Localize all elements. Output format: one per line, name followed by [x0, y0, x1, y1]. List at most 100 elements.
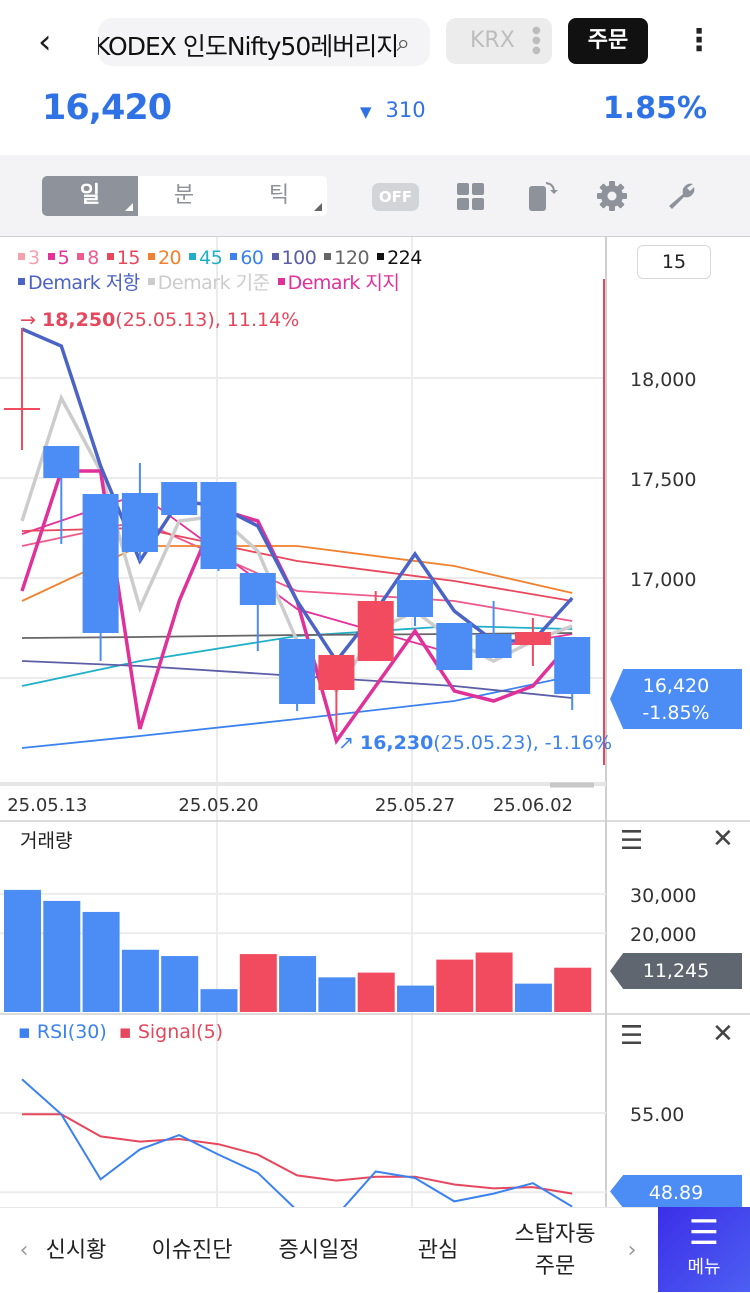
- period-segment: 일 분 틱: [42, 176, 327, 216]
- nav-item[interactable]: 스탑자동 주문: [514, 1221, 596, 1279]
- candle-body: [43, 446, 80, 478]
- period-input[interactable]: 15: [637, 245, 711, 279]
- tab-minute[interactable]: 분: [136, 176, 232, 216]
- nav-item[interactable]: 증시일정: [278, 1237, 360, 1263]
- ma-legend-item[interactable]: 45: [189, 247, 223, 269]
- rotate-icon[interactable]: [526, 180, 558, 212]
- gear-icon[interactable]: [596, 180, 628, 212]
- bottom-nav: ‹ 신시황 이슈진단 증시일정 관심 스탑자동 주문 ›: [0, 1207, 750, 1292]
- volume-bar: [397, 985, 434, 1012]
- exchange-selector[interactable]: KRX ● ● ●: [446, 18, 552, 64]
- tab-day[interactable]: 일: [42, 176, 138, 216]
- ma-line-60: [21, 675, 573, 749]
- nav-item[interactable]: 관심: [417, 1237, 459, 1263]
- header: ‹ KODEX 인도Nifty50레버리지 ⌕ KRX ● ● ● 주문 ⋮: [0, 0, 750, 84]
- volume-tick-label: 20,000: [630, 924, 696, 946]
- candle-body: [161, 482, 198, 515]
- volume-bar: [554, 967, 592, 1012]
- volume-bar: [279, 956, 317, 1012]
- chart-area[interactable]: 18,000 17,500 17,000 25.05.13 25.05.20 25.05.…: [0, 236, 750, 1209]
- candle-body: [239, 573, 276, 605]
- ma-legend: 3 5 8 15 20 45 60 100 120 224: [18, 246, 430, 271]
- y-tick-label: 18,000: [630, 369, 696, 391]
- nav-prev-icon[interactable]: ‹: [19, 1237, 29, 1263]
- menu-button[interactable]: ☰ 메뉴: [658, 1207, 750, 1292]
- stock-name: KODEX 인도Nifty50레버리지: [98, 32, 399, 61]
- more-dots-icon: ● ● ●: [532, 25, 541, 56]
- current-price: 16,420: [42, 88, 172, 128]
- volume-tick-label: 30,000: [630, 885, 696, 907]
- demark-legend-item[interactable]: Demark 지지: [277, 272, 400, 294]
- rsi-tick-label: 55.00: [630, 1104, 684, 1126]
- volume-bar: [161, 956, 199, 1012]
- tab-label: 분: [173, 183, 195, 208]
- menu-label: 메뉴: [687, 1257, 721, 1278]
- ma-legend-item[interactable]: 224: [377, 247, 422, 269]
- ma-legend-item[interactable]: 15: [106, 247, 140, 269]
- candle-body: [82, 494, 119, 633]
- high-annotation: → 18,250(25.05.13), 11.14%: [20, 309, 300, 331]
- nav-item[interactable]: 이슈진단: [151, 1237, 233, 1263]
- volume-bar: [43, 900, 81, 1012]
- volume-bar: [318, 977, 356, 1012]
- candle-body: [357, 601, 394, 661]
- high-detail: (25.05.13), 11.14%: [115, 309, 300, 331]
- candle-body: [318, 655, 355, 690]
- signal-legend-item: ▪ Signal(5): [118, 1021, 224, 1043]
- x-tick-label: 25.05.20: [178, 795, 258, 816]
- candle-body: [200, 482, 237, 569]
- rsi-tag: 48.89: [610, 1175, 742, 1208]
- rsi-name: RSI(30): [36, 1021, 107, 1043]
- rsi-series-line: [22, 1113, 573, 1195]
- candle-body: [554, 637, 591, 694]
- volume-title: 거래량: [20, 830, 73, 852]
- chart-legend: 3 5 8 15 20 45 60 100 120 224 Demark 저항 Demark 기준 D…: [18, 246, 430, 296]
- chart-canvas[interactable]: 18,000 17,500 17,000 25.05.13 25.05.20 25.05.…: [0, 237, 750, 1209]
- tab-label: 틱: [268, 183, 290, 208]
- hamburger-icon[interactable]: ☰: [620, 826, 644, 856]
- ma-legend-item[interactable]: 5: [47, 247, 70, 269]
- ma-legend-item[interactable]: 20: [147, 247, 182, 269]
- y-tick-label: 17,000: [630, 569, 696, 591]
- ma-legend-item[interactable]: 100: [271, 247, 317, 269]
- demark-legend-item[interactable]: Demark 저항: [18, 272, 140, 294]
- hamburger-icon[interactable]: ☰: [620, 1021, 644, 1051]
- search-icon[interactable]: ⌕: [396, 29, 410, 57]
- demark-legend: Demark 저항 Demark 기준 Demark 지지: [18, 271, 430, 296]
- tag-price: 16,420: [642, 675, 710, 697]
- nav-item[interactable]: 신시황: [45, 1237, 107, 1263]
- nav-next-icon[interactable]: ›: [627, 1237, 637, 1263]
- ma-legend-item[interactable]: 120: [324, 247, 370, 269]
- ma-legend-item[interactable]: 8: [77, 247, 99, 269]
- toggle-off[interactable]: OFF: [372, 183, 419, 211]
- close-icon[interactable]: ✕: [712, 1019, 734, 1049]
- chevron-left-icon[interactable]: ‹: [38, 22, 52, 62]
- ma-legend-item[interactable]: 60: [230, 247, 264, 269]
- ma-legend-item[interactable]: 3: [18, 247, 40, 269]
- tag-pct: -1.85%: [642, 702, 710, 724]
- tab-tick[interactable]: 틱: [231, 176, 327, 216]
- low-annotation: ↗ 16,230(25.05.23), -1.16%: [338, 732, 613, 754]
- x-tick-label: 25.05.27: [375, 795, 455, 816]
- change-percent: 1.85%: [602, 91, 707, 126]
- volume-bar: [121, 949, 159, 1012]
- demark-legend-item[interactable]: Demark 기준: [147, 272, 270, 294]
- rsi-series-line: [21, 1078, 573, 1208]
- candle-body: [475, 634, 512, 658]
- candle-body: [279, 639, 316, 704]
- order-button[interactable]: 주문: [568, 18, 648, 64]
- candle-body: [121, 493, 158, 552]
- low-value: 16,230: [359, 732, 434, 754]
- close-icon[interactable]: ✕: [712, 824, 734, 854]
- high-value: 18,250: [41, 309, 116, 331]
- volume-bar: [475, 952, 513, 1012]
- volume-tag: 11,245: [610, 953, 742, 989]
- wrench-icon[interactable]: [666, 180, 698, 212]
- search-input[interactable]: KODEX 인도Nifty50레버리지 ⌕: [98, 18, 430, 66]
- tab-label: 일: [79, 183, 101, 208]
- kebab-icon[interactable]: ⋮: [684, 23, 714, 58]
- hamburger-icon: ☰: [688, 1213, 720, 1253]
- price-change: ▼ 310: [360, 98, 426, 122]
- rsi-legend: ▪ RSI(30) ▪ Signal(5): [18, 1021, 223, 1043]
- grid-icon[interactable]: [455, 180, 487, 212]
